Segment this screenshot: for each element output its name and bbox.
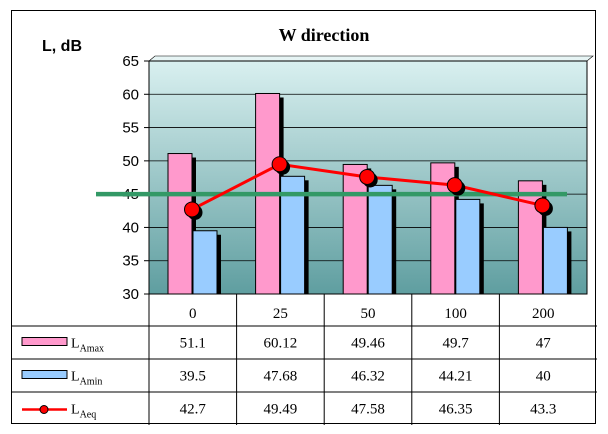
data-label-amax: 49.46: [351, 336, 385, 352]
point-aeq: [534, 197, 551, 214]
bar-amax: [517, 180, 543, 295]
legend-label-subscript: Amin: [80, 377, 103, 388]
bar-amin: [192, 230, 218, 295]
point-aeq: [271, 156, 288, 173]
plot-top-face: [148, 55, 594, 62]
chart-title: W direction: [279, 25, 370, 45]
point-aeq: [184, 201, 200, 218]
data-label-amax: 51.1: [180, 336, 206, 352]
legend-label-amax: LAmax: [71, 337, 104, 355]
data-label-aeq: 49.49: [264, 402, 298, 418]
data-label-aeq: 42.7: [180, 402, 207, 418]
chart-frame: W direction L, dB 3035404550556065 02550…: [11, 10, 597, 425]
legend-key-amin: [21, 370, 68, 379]
legend-label-amin: LAmin: [71, 370, 102, 388]
data-label-amax: 47: [536, 336, 552, 352]
data-label-amin: 46.32: [351, 369, 385, 385]
y-tick-label: 35: [122, 253, 139, 270]
legend-marker-aeq: [39, 405, 49, 414]
point-aeq: [359, 168, 376, 185]
x-tick-label: 50: [361, 306, 376, 322]
data-label-amax: 60.12: [264, 336, 298, 352]
y-axis-label: L, dB: [42, 38, 82, 55]
y-tick-label: 55: [122, 120, 139, 137]
data-label-aeq: 43.3: [530, 402, 556, 418]
x-tick-label: 200: [532, 306, 555, 322]
y-tick-label: 65: [122, 53, 139, 70]
y-tick-label: 50: [122, 153, 139, 170]
legend-label-subscript: Aeq: [80, 410, 97, 421]
y-tick-label: 30: [122, 286, 139, 303]
x-tick-label: 25: [273, 306, 288, 322]
data-label-aeq: 47.58: [351, 402, 385, 418]
bar-amin: [367, 184, 393, 295]
legend-key-amax: [21, 337, 68, 346]
data-label-aeq: 46.35: [439, 402, 473, 418]
x-tick-label: 0: [189, 306, 197, 322]
data-label-amin: 39.5: [180, 369, 206, 385]
data-label-amin: 40: [536, 369, 551, 385]
bar-amin: [455, 198, 481, 295]
data-label-amin: 47.68: [264, 369, 298, 385]
x-tick-label: 100: [444, 306, 467, 322]
bar-amax: [167, 153, 193, 295]
chart: W direction L, dB 3035404550556065 02550…: [12, 25, 597, 425]
point-aeq: [446, 177, 463, 194]
legend-label-aeq: LAeq: [71, 403, 96, 421]
y-tick-label: 60: [122, 86, 139, 103]
bar-amax: [342, 163, 368, 295]
y-tick-label: 40: [122, 219, 139, 236]
data-label-amin: 44.21: [439, 369, 473, 385]
legend-label-subscript: Amax: [80, 344, 104, 355]
data-label-amax: 49.7: [442, 336, 469, 352]
bar-amin: [542, 226, 568, 295]
